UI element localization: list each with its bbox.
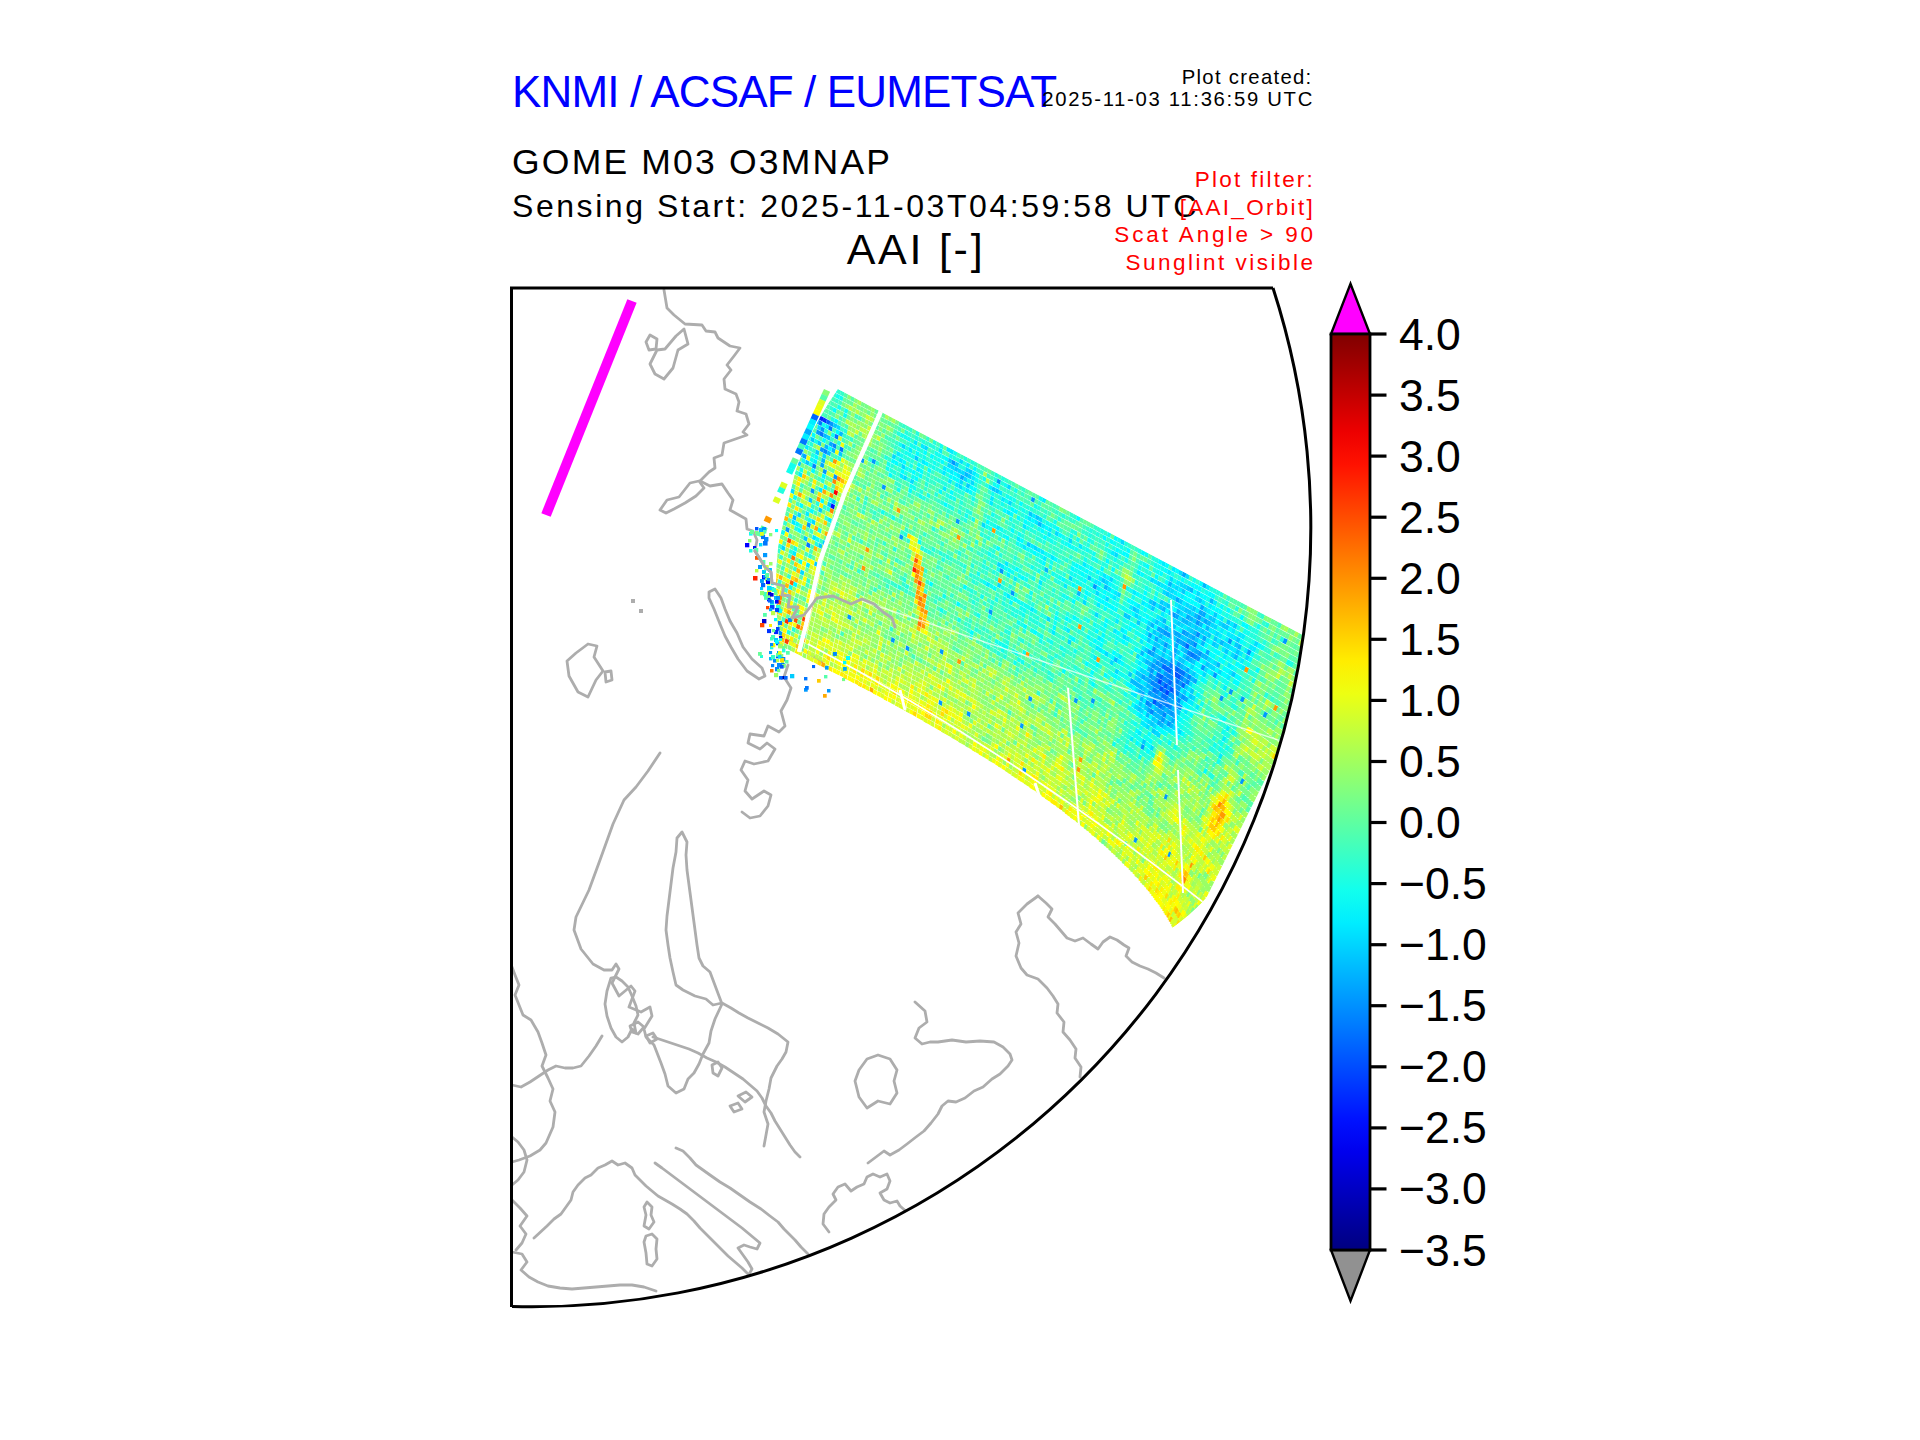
svg-text:1.5: 1.5 xyxy=(1399,615,1461,664)
svg-text:KNMI / ACSAF / EUMETSAT: KNMI / ACSAF / EUMETSAT xyxy=(512,67,1056,116)
svg-text:2.5: 2.5 xyxy=(1399,493,1461,542)
svg-text:Scat Angle > 90: Scat Angle > 90 xyxy=(1114,222,1316,247)
svg-text:−2.5: −2.5 xyxy=(1399,1103,1487,1152)
svg-text:4.0: 4.0 xyxy=(1399,310,1461,359)
svg-text:2.0: 2.0 xyxy=(1399,554,1461,603)
svg-text:[AAI_Orbit]: [AAI_Orbit] xyxy=(1180,195,1315,220)
svg-text:−3.0: −3.0 xyxy=(1399,1164,1487,1213)
svg-text:0.5: 0.5 xyxy=(1399,737,1461,786)
svg-text:AAI [-]: AAI [-] xyxy=(847,225,986,273)
svg-text:0.0: 0.0 xyxy=(1399,798,1461,847)
svg-text:3.0: 3.0 xyxy=(1399,432,1461,481)
svg-text:2025-11-03 11:36:59 UTC: 2025-11-03 11:36:59 UTC xyxy=(1042,88,1314,110)
svg-text:3.5: 3.5 xyxy=(1399,371,1461,420)
svg-text:−0.5: −0.5 xyxy=(1399,859,1487,908)
svg-text:GOME M03 O3MNAP: GOME M03 O3MNAP xyxy=(512,142,892,182)
svg-text:−1.5: −1.5 xyxy=(1399,981,1487,1030)
svg-text:Plot filter:: Plot filter: xyxy=(1195,167,1315,192)
svg-text:Sensing Start: 2025-11-03T04:5: Sensing Start: 2025-11-03T04:59:58 UTC xyxy=(512,188,1199,224)
svg-text:Sunglint visible: Sunglint visible xyxy=(1125,250,1315,275)
svg-text:−1.0: −1.0 xyxy=(1399,920,1487,969)
svg-text:−2.0: −2.0 xyxy=(1399,1042,1487,1091)
svg-text:−3.5: −3.5 xyxy=(1399,1226,1487,1275)
svg-text:Plot created:: Plot created: xyxy=(1182,66,1313,88)
svg-text:1.0: 1.0 xyxy=(1399,676,1461,725)
